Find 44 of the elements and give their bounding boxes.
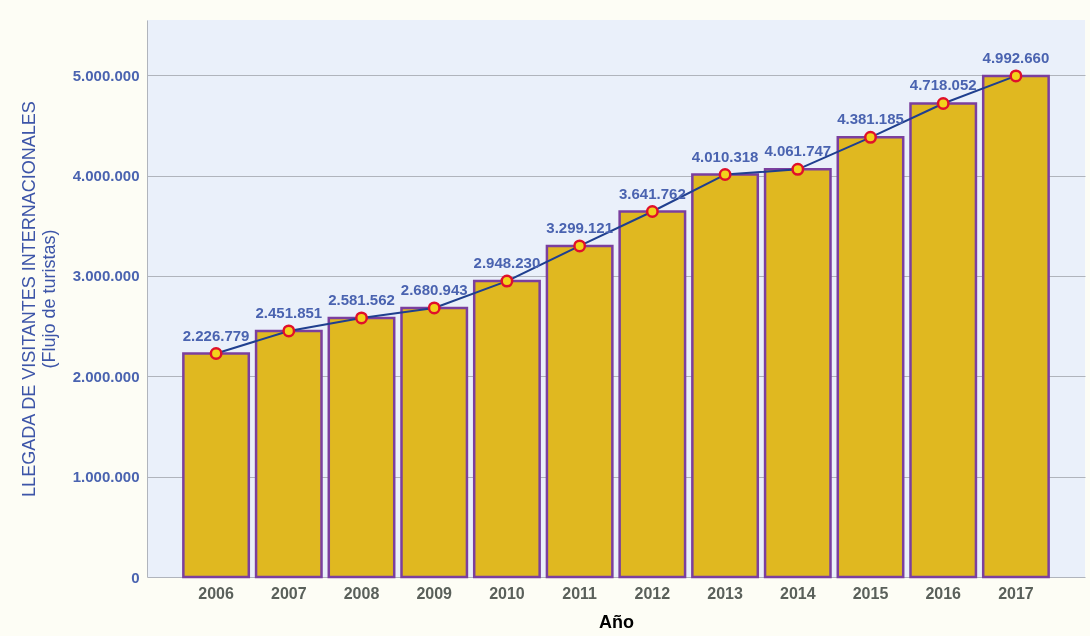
data-label: 2.581.562 [328,290,395,308]
data-label: 4.010.318 [691,147,759,165]
x-tick-label: 2013 [707,584,743,602]
data-label: 2.226.779 [182,326,250,344]
bar [909,102,978,579]
data-label: 2.451.851 [255,303,323,321]
x-tick-label: 2014 [779,584,816,602]
x-tick-label: 2009 [416,584,453,602]
bar [763,168,832,579]
x-tick-label: 2011 [562,584,598,602]
bar [472,279,541,579]
data-label: 2.948.230 [473,254,541,272]
y-tick-label: 3.000.000 [72,267,140,285]
bar [254,329,323,579]
x-tick-label: 2017 [998,584,1034,602]
x-tick-label: 2012 [634,584,671,602]
y-axis-title: LLEGADA DE VISITANTES INTERNACIONALES (Flujo de turistas) [18,101,59,497]
data-label: 4.992.660 [982,48,1050,66]
bar [981,74,1050,579]
data-label: 2.680.943 [400,280,468,298]
data-label: 4.381.185 [837,110,904,128]
bar [545,244,614,579]
data-label: 4.718.052 [909,76,977,94]
data-label: 4.061.747 [764,142,832,160]
y-tick-label: 2.000.000 [72,367,140,385]
data-label: 3.641.762 [618,184,686,202]
y-tick-label: 5.000.000 [72,66,140,84]
x-tick-label: 2007 [270,584,307,602]
x-tick-label: 2016 [925,584,962,602]
y-tick-label: 0 [131,568,140,586]
x-tick-label: 2006 [198,584,234,602]
y-tick-label: 1.000.000 [72,468,140,486]
bar [618,210,687,579]
data-label: 3.299.121 [546,218,614,236]
x-axis-title: Año [599,611,634,632]
bar [400,306,469,579]
y-tick-label: 4.000.000 [72,167,140,185]
x-tick-label: 2015 [852,584,889,602]
x-tick-label: 2010 [489,584,525,602]
bar [836,136,905,579]
bar [327,316,396,579]
bar [182,352,251,579]
bar [691,173,760,579]
x-tick-label: 2008 [343,584,380,602]
